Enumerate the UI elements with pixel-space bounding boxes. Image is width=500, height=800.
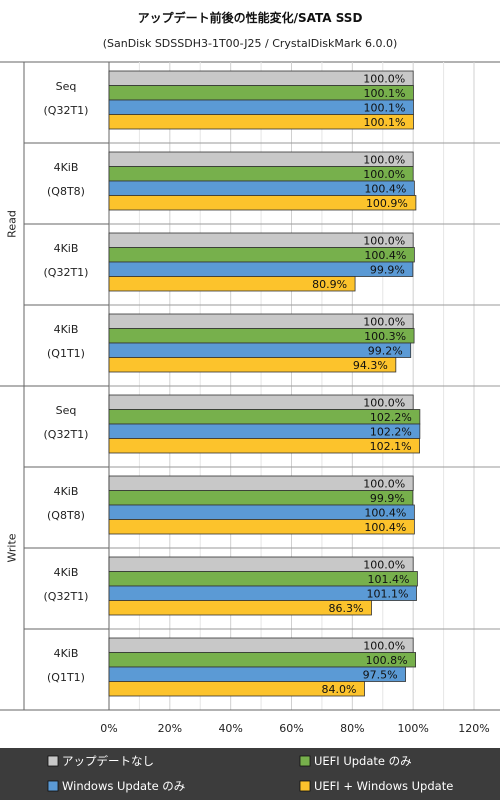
data-label: 100.0%: [363, 315, 405, 328]
bar: [108, 114, 414, 130]
data-label: 100.4%: [364, 521, 406, 534]
x-tick-label: 0%: [100, 722, 117, 735]
group-label: Read: [6, 210, 19, 238]
category-label: 4KiB: [54, 161, 79, 174]
x-tick-label: 120%: [458, 722, 489, 735]
data-label: 100.3%: [364, 330, 406, 343]
legend-swatch: [299, 755, 311, 767]
x-tick-label: 40%: [218, 722, 242, 735]
category-label: 4KiB: [54, 647, 79, 660]
legend-label: Windows Update のみ: [62, 779, 185, 793]
legend-swatch: [299, 780, 311, 792]
category-label: Seq: [56, 404, 77, 417]
category-label: 4KiB: [54, 566, 79, 579]
bar: [108, 666, 406, 682]
category-label: 4KiB: [54, 485, 79, 498]
x-tick-label: 80%: [340, 722, 364, 735]
group-label: Write: [6, 533, 19, 562]
data-label: 102.2%: [370, 411, 412, 424]
category-label: (Q1T1): [47, 347, 85, 360]
chart-title: アップデート前後の性能変化/SATA SSD: [138, 10, 363, 25]
data-label: 101.4%: [367, 573, 409, 586]
category-label: (Q32T1): [44, 428, 89, 441]
data-label: 99.2%: [368, 344, 403, 357]
data-label: 100.0%: [363, 234, 405, 247]
data-label: 100.0%: [363, 153, 405, 166]
legend-label: UEFI Update のみ: [314, 754, 412, 768]
data-label: 100.0%: [363, 558, 405, 571]
category-label: (Q32T1): [44, 266, 89, 279]
x-tick-label: 100%: [397, 722, 428, 735]
x-tick-label: 20%: [158, 722, 182, 735]
x-tick-label: 60%: [279, 722, 303, 735]
legend-swatch: [47, 755, 59, 767]
category-label: (Q8T8): [47, 185, 85, 198]
data-label: 97.5%: [363, 668, 398, 681]
bar: [108, 681, 365, 697]
legend-swatch: [47, 780, 59, 792]
chart-subtitle: (SanDisk SDSSDH3-1T00-J25 / CrystalDiskM…: [103, 37, 398, 50]
bar: [108, 357, 397, 373]
data-label: 101.1%: [367, 587, 409, 600]
legend: アップデートなし UEFI Update のみ Windows Update のみ U…: [0, 748, 500, 800]
data-label: 100.0%: [363, 477, 405, 490]
data-label: 100.8%: [366, 654, 408, 667]
data-label: 86.3%: [329, 602, 364, 615]
bar: [108, 490, 414, 506]
bar: [108, 438, 420, 454]
data-label: 94.3%: [353, 359, 388, 372]
legend-background: [0, 748, 500, 800]
category-label: (Q1T1): [47, 671, 85, 684]
data-label: 100.4%: [364, 506, 406, 519]
legend-label: アップデートなし: [62, 754, 154, 768]
legend-label: UEFI + Windows Update: [314, 779, 453, 793]
bar: [108, 342, 412, 358]
data-label: 100.9%: [366, 197, 408, 210]
category-label: (Q32T1): [44, 590, 89, 603]
bar: [108, 195, 417, 211]
data-label: 84.0%: [322, 683, 357, 696]
category-label: 4KiB: [54, 323, 79, 336]
plot-area: Read Seq (Q32T1) 4KiB (Q8T8) 4KiB (Q32T1) 4KiB (…: [0, 61, 500, 735]
data-label: 100.0%: [363, 396, 405, 409]
data-label: 100.0%: [363, 639, 405, 652]
data-label: 102.2%: [370, 425, 412, 438]
category-label: 4KiB: [54, 242, 79, 255]
data-label: 99.9%: [370, 492, 405, 505]
bar: [108, 519, 415, 535]
data-label: 99.9%: [370, 263, 405, 276]
bar: [108, 600, 372, 616]
data-label: 100.1%: [364, 116, 406, 129]
data-label: 100.4%: [364, 182, 406, 195]
bar: [108, 276, 356, 292]
data-label: 100.0%: [363, 72, 405, 85]
bar: [108, 261, 414, 277]
category-label: (Q8T8): [47, 509, 85, 522]
data-label: 100.1%: [364, 87, 406, 100]
category-label: Seq: [56, 80, 77, 93]
data-label: 102.1%: [370, 440, 412, 453]
data-label: 100.4%: [364, 249, 406, 262]
data-label: 80.9%: [312, 278, 347, 291]
data-label: 100.1%: [364, 101, 406, 114]
data-label: 100.0%: [363, 168, 405, 181]
category-label: (Q32T1): [44, 104, 89, 117]
